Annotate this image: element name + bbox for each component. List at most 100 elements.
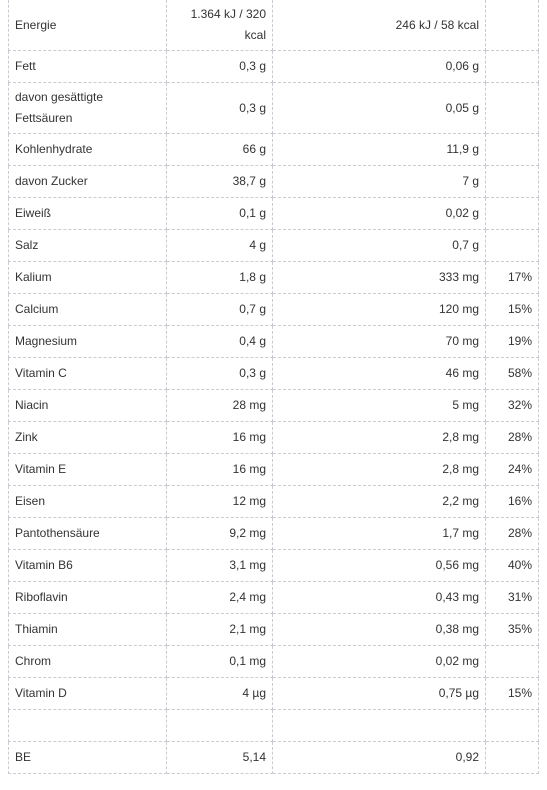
table-row: Energie 1.364 kJ / 320 kcal 246 kJ / 58 kc… — [8, 0, 539, 51]
portion-value-cell: 5 mg — [272, 389, 486, 422]
reference-intake-percent-cell — [485, 133, 539, 166]
per-100g-value-cell: 16 mg — [166, 453, 273, 486]
per-100g-value-cell: 2,1 mg — [166, 613, 273, 646]
portion-value-cell: 7 g — [272, 165, 486, 198]
table-row — [8, 709, 539, 742]
table-row: Eisen 12 mg 2,2 mg 16% — [8, 485, 539, 518]
portion-value-cell: 333 mg — [272, 261, 486, 294]
per-100g-value-cell: 16 mg — [166, 421, 273, 454]
table-row: Zink 16 mg 2,8 mg 28% — [8, 421, 539, 454]
table-row: Vitamin B6 3,1 mg 0,56 mg 40% — [8, 549, 539, 582]
nutrient-name-cell: BE — [8, 741, 167, 774]
table-row: Calcium 0,7 g 120 mg 15% — [8, 293, 539, 326]
nutrient-name-cell: Niacin — [8, 389, 167, 422]
portion-value-cell: 0,38 mg — [272, 613, 486, 646]
nutrient-name-cell — [8, 709, 167, 742]
per-100g-value-cell: 4 µg — [166, 677, 273, 710]
table-row: Magnesium 0,4 g 70 mg 19% — [8, 325, 539, 358]
nutrient-name-cell: Zink — [8, 421, 167, 454]
table-row: Salz 4 g 0,7 g — [8, 229, 539, 262]
reference-intake-percent-cell: 24% — [485, 453, 539, 486]
reference-intake-percent-cell — [485, 82, 539, 134]
table-row: Chrom 0,1 mg 0,02 mg — [8, 645, 539, 678]
reference-intake-percent-cell: 15% — [485, 677, 539, 710]
nutrition-table-body: Energie 1.364 kJ / 320 kcal 246 kJ / 58 kc… — [8, 0, 539, 774]
portion-value-cell: 0,43 mg — [272, 581, 486, 614]
reference-intake-percent-cell — [485, 645, 539, 678]
per-100g-value-cell: 5,14 — [166, 741, 273, 774]
per-100g-value-cell: 9,2 mg — [166, 517, 273, 550]
reference-intake-percent-cell: 15% — [485, 293, 539, 326]
nutrient-name-cell: Kohlenhydrate — [8, 133, 167, 166]
per-100g-value-cell: 0,1 mg — [166, 645, 273, 678]
portion-value-cell: 0,06 g — [272, 50, 486, 83]
per-100g-value-cell: 38,7 g — [166, 165, 273, 198]
per-100g-value-cell — [166, 709, 273, 742]
reference-intake-percent-cell: 16% — [485, 485, 539, 518]
reference-intake-percent-cell: 58% — [485, 357, 539, 390]
per-100g-value-cell: 0,3 g — [166, 357, 273, 390]
portion-value-cell: 70 mg — [272, 325, 486, 358]
table-row: Eiweiß 0,1 g 0,02 g — [8, 197, 539, 230]
table-row: Kalium 1,8 g 333 mg 17% — [8, 261, 539, 294]
per-100g-value-cell: 0,3 g — [166, 50, 273, 83]
nutrition-table: Energie 1.364 kJ / 320 kcal 246 kJ / 58 kc… — [8, 0, 539, 774]
per-100g-value-cell: 66 g — [166, 133, 273, 166]
nutrient-name-cell: Calcium — [8, 293, 167, 326]
nutrient-name-cell: Vitamin C — [8, 357, 167, 390]
reference-intake-percent-cell — [485, 709, 539, 742]
nutrient-name-cell: davon Zucker — [8, 165, 167, 198]
nutrient-name-cell: Eisen — [8, 485, 167, 518]
nutrient-name-cell: Eiweiß — [8, 197, 167, 230]
per-100g-value-cell: 0,3 g — [166, 82, 273, 134]
nutrient-name-cell: Pantothensäure — [8, 517, 167, 550]
per-100g-value-cell: 0,1 g — [166, 197, 273, 230]
reference-intake-percent-cell: 19% — [485, 325, 539, 358]
table-row: Vitamin E 16 mg 2,8 mg 24% — [8, 453, 539, 486]
portion-value-cell: 0,75 µg — [272, 677, 486, 710]
nutrient-name-cell: Energie — [8, 0, 167, 51]
nutrient-name-cell: Thiamin — [8, 613, 167, 646]
reference-intake-percent-cell: 28% — [485, 517, 539, 550]
reference-intake-percent-cell — [485, 0, 539, 51]
nutrient-name-cell: Vitamin E — [8, 453, 167, 486]
table-row: Niacin 28 mg 5 mg 32% — [8, 389, 539, 422]
per-100g-value-cell: 0,7 g — [166, 293, 273, 326]
portion-value-cell: 0,02 mg — [272, 645, 486, 678]
nutrient-name-cell: Magnesium — [8, 325, 167, 358]
nutrient-name-cell: Kalium — [8, 261, 167, 294]
nutrient-name-cell: Chrom — [8, 645, 167, 678]
portion-value-cell: 0,92 — [272, 741, 486, 774]
portion-value-cell: 46 mg — [272, 357, 486, 390]
portion-value-cell: 0,05 g — [272, 82, 486, 134]
table-row: Kohlenhydrate 66 g 11,9 g — [8, 133, 539, 166]
per-100g-value-cell: 1,8 g — [166, 261, 273, 294]
per-100g-value-cell: 4 g — [166, 229, 273, 262]
reference-intake-percent-cell: 35% — [485, 613, 539, 646]
portion-value-cell: 11,9 g — [272, 133, 486, 166]
table-row: Vitamin C 0,3 g 46 mg 58% — [8, 357, 539, 390]
portion-value-cell: 2,8 mg — [272, 421, 486, 454]
nutrient-name-cell: Vitamin D — [8, 677, 167, 710]
portion-value-cell: 120 mg — [272, 293, 486, 326]
nutrient-name-cell: Vitamin B6 — [8, 549, 167, 582]
table-row: Fett 0,3 g 0,06 g — [8, 50, 539, 83]
nutrient-name-cell: Salz — [8, 229, 167, 262]
reference-intake-percent-cell — [485, 229, 539, 262]
portion-value-cell: 0,02 g — [272, 197, 486, 230]
reference-intake-percent-cell — [485, 741, 539, 774]
portion-value-cell: 2,2 mg — [272, 485, 486, 518]
portion-value-cell: 2,8 mg — [272, 453, 486, 486]
nutrient-name-cell: Fett — [8, 50, 167, 83]
per-100g-value-cell: 2,4 mg — [166, 581, 273, 614]
reference-intake-percent-cell: 40% — [485, 549, 539, 582]
portion-value-cell: 0,7 g — [272, 229, 486, 262]
reference-intake-percent-cell — [485, 165, 539, 198]
portion-value-cell: 0,56 mg — [272, 549, 486, 582]
table-row: Thiamin 2,1 mg 0,38 mg 35% — [8, 613, 539, 646]
table-row: davon gesättigte Fettsäuren 0,3 g 0,05 g — [8, 82, 539, 134]
per-100g-value-cell: 12 mg — [166, 485, 273, 518]
per-100g-value-cell: 0,4 g — [166, 325, 273, 358]
